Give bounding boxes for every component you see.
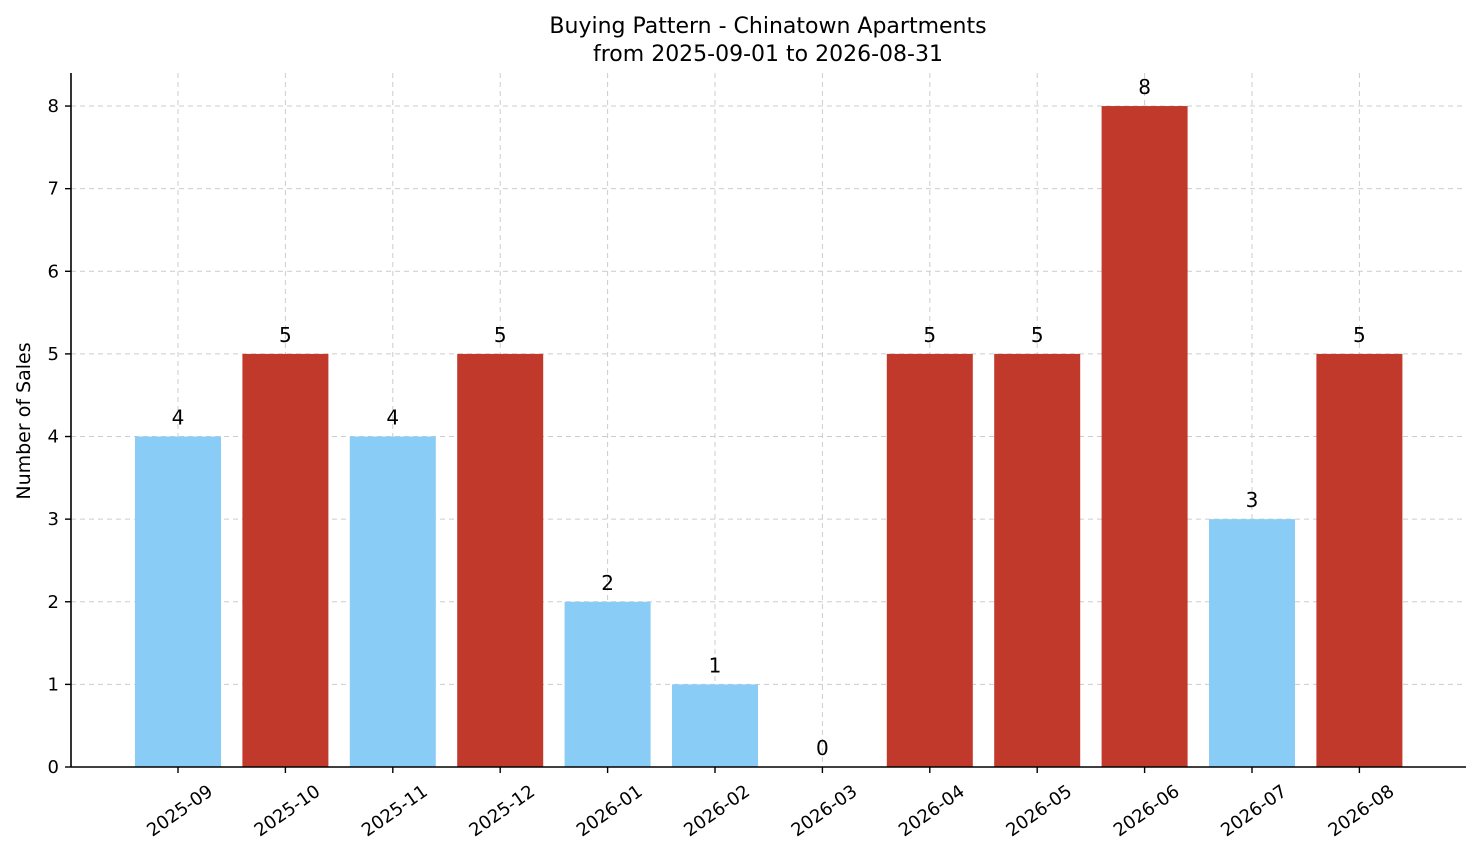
y-tick-label: 8 — [48, 96, 59, 117]
data-label: 4 — [172, 406, 185, 430]
data-labels: 4 5 4 5 2 1 0 5 5 8 3 5 — [172, 75, 1366, 760]
bar — [564, 601, 651, 767]
x-tick-label: 2026-02 — [680, 781, 754, 841]
data-label: 5 — [1353, 323, 1366, 347]
x-tick-label: 2026-07 — [1217, 781, 1291, 841]
y-tick-label: 2 — [48, 592, 59, 613]
y-tick-label: 0 — [48, 757, 59, 778]
data-label: 5 — [279, 323, 292, 347]
y-tick-label: 1 — [48, 674, 59, 695]
data-label: 1 — [709, 653, 722, 677]
bar — [994, 353, 1081, 767]
bars — [135, 106, 1403, 768]
bar — [457, 353, 544, 767]
bar — [672, 684, 758, 767]
x-tick-label: 2026-08 — [1325, 781, 1399, 841]
chart-subtitle: from 2025-09-01 to 2026-08-31 — [593, 42, 943, 67]
bar — [242, 353, 329, 767]
x-tick-label: 2025-10 — [251, 781, 325, 841]
data-label: 3 — [1246, 488, 1259, 512]
y-tick-label: 6 — [48, 261, 59, 282]
x-tick-label: 2025-09 — [143, 781, 217, 841]
y-tick-label: 7 — [48, 179, 59, 200]
y-axis-label: Number of Sales — [13, 342, 35, 499]
data-label: 8 — [1138, 75, 1151, 99]
bar — [1101, 106, 1188, 768]
chart-title: Buying Pattern - Chinatown Apartments — [549, 14, 986, 39]
y-tick-label: 3 — [48, 509, 59, 530]
bar — [135, 436, 221, 767]
bar — [886, 353, 973, 767]
x-tick-label: 2026-04 — [895, 781, 969, 841]
data-label: 4 — [386, 406, 399, 430]
y-tick-label: 4 — [48, 427, 59, 448]
bar — [349, 436, 436, 767]
x-tick-label: 2026-05 — [1002, 781, 1076, 841]
y-tick-label: 5 — [48, 344, 59, 365]
x-tick-label: 2025-11 — [358, 781, 432, 841]
x-tick-label: 2026-03 — [788, 781, 862, 841]
bar — [1316, 353, 1403, 767]
bar — [1209, 519, 1295, 767]
data-label: 0 — [816, 736, 829, 760]
data-label: 5 — [1031, 323, 1044, 347]
data-label: 5 — [494, 323, 507, 347]
data-label: 5 — [923, 323, 936, 347]
x-tick-label: 2026-01 — [573, 781, 647, 841]
data-label: 2 — [601, 571, 614, 595]
x-tick-label: 2025-12 — [465, 781, 539, 841]
x-tick-label: 2026-06 — [1110, 781, 1184, 841]
